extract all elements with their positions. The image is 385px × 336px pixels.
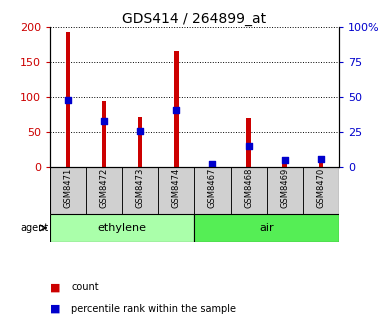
Text: count: count xyxy=(71,282,99,292)
Bar xyxy=(194,167,231,214)
Text: GSM8474: GSM8474 xyxy=(172,168,181,208)
Bar xyxy=(50,167,86,214)
Text: agent: agent xyxy=(20,223,48,233)
Bar xyxy=(319,158,323,167)
Text: ■: ■ xyxy=(50,304,60,314)
Point xyxy=(101,118,107,124)
Text: GSM8473: GSM8473 xyxy=(136,168,145,208)
Bar xyxy=(210,164,215,167)
Point xyxy=(173,107,179,112)
Text: GSM8471: GSM8471 xyxy=(64,168,73,208)
Text: GSM8468: GSM8468 xyxy=(244,168,253,208)
Bar xyxy=(50,214,194,242)
Title: GDS414 / 264899_at: GDS414 / 264899_at xyxy=(122,12,266,26)
Point xyxy=(209,162,216,167)
Text: GSM8472: GSM8472 xyxy=(100,168,109,208)
Bar xyxy=(194,214,339,242)
Bar xyxy=(303,167,339,214)
Point xyxy=(318,156,324,161)
Bar xyxy=(86,167,122,214)
Point xyxy=(281,158,288,163)
Bar xyxy=(122,167,158,214)
Bar xyxy=(283,159,287,167)
Text: ethylene: ethylene xyxy=(98,223,147,233)
Text: GSM8467: GSM8467 xyxy=(208,168,217,208)
Bar xyxy=(174,51,179,167)
Text: GSM8470: GSM8470 xyxy=(316,168,325,208)
Bar xyxy=(138,117,142,167)
Text: GSM8469: GSM8469 xyxy=(280,168,289,208)
Text: ■: ■ xyxy=(50,282,60,292)
Point xyxy=(137,128,143,133)
Bar xyxy=(102,100,106,167)
Text: percentile rank within the sample: percentile rank within the sample xyxy=(71,304,236,314)
Bar xyxy=(246,118,251,167)
Bar xyxy=(158,167,194,214)
Bar xyxy=(266,167,303,214)
Point xyxy=(65,97,71,102)
Bar xyxy=(231,167,266,214)
Text: air: air xyxy=(259,223,274,233)
Point xyxy=(246,143,252,149)
Bar xyxy=(66,32,70,167)
